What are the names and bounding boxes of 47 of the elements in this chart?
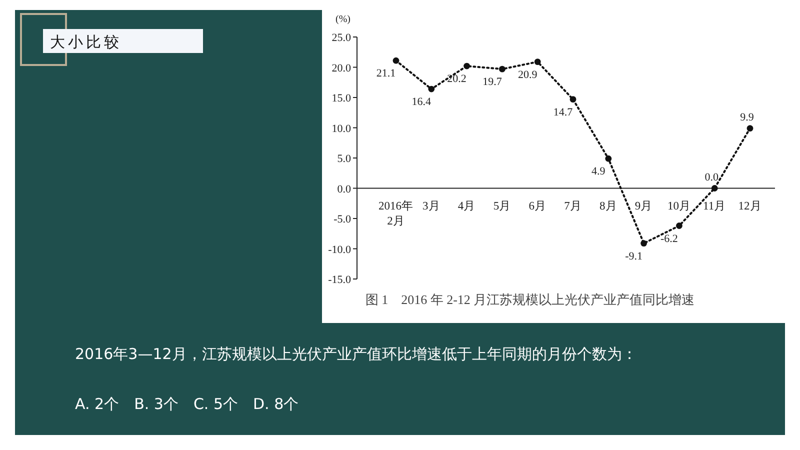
x-tick-label: 7月 xyxy=(564,199,582,212)
point xyxy=(428,86,435,92)
point xyxy=(464,62,470,70)
point xyxy=(711,185,718,192)
point xyxy=(746,125,754,132)
y-tick-label: 10.0 xyxy=(332,122,352,135)
data-label: 21.1 xyxy=(376,68,396,80)
x-tick-label: 8月 xyxy=(600,199,618,212)
data-label: 20.9 xyxy=(518,68,538,81)
x-tick-label: 6月 xyxy=(528,199,546,212)
text: A. 2个 B. 3个 C. 5个 D. 8个 xyxy=(75,395,299,413)
x-tick-label: 12月 xyxy=(738,199,762,212)
data-label: -6.2 xyxy=(660,232,678,245)
x-tick-label: 2016年 2月 xyxy=(378,199,414,228)
point xyxy=(570,96,576,103)
x-tick-label: 11月 xyxy=(703,199,726,212)
data-label: 14.7 xyxy=(553,106,574,118)
point xyxy=(499,66,506,72)
x-tick-label: 10月 xyxy=(667,199,691,212)
data-label: 19.7 xyxy=(482,76,502,88)
point xyxy=(640,240,647,247)
point xyxy=(676,222,682,229)
data-label: 20.2 xyxy=(447,73,466,86)
y-axis-title: (%) xyxy=(336,14,350,25)
y-tick-label: 20.0 xyxy=(332,62,352,74)
data-label: 4.9 xyxy=(592,166,606,178)
data-label: 16.4 xyxy=(412,96,432,108)
y-tick-label: -5.0 xyxy=(334,214,352,226)
x-tick-label: 5月 xyxy=(493,199,512,212)
y-tick-label: 25.0 xyxy=(332,32,352,44)
y-tick-label: -15.0 xyxy=(328,274,352,286)
y-tick-label: 15.0 xyxy=(332,92,352,104)
x-tick-label: 4月 xyxy=(458,199,476,212)
text: 大小比较 xyxy=(50,33,122,51)
text: 2016年3—12月，江苏规模以上光伏产业产值环比增速低于上年同期的月份个数为： xyxy=(75,345,637,363)
data-label: 9.9 xyxy=(740,111,754,124)
point xyxy=(392,57,400,64)
x-tick-label: 3月 xyxy=(422,199,440,212)
data-label: -9.1 xyxy=(625,250,643,262)
y-tick-label: 0.0 xyxy=(337,183,352,196)
point xyxy=(534,58,541,66)
y-tick-label: 5.0 xyxy=(337,153,352,165)
data-label: 0.0 xyxy=(704,171,719,184)
text: 图 1 2016 年 2-12 月江苏规模以上光伏产业产值同比增速 xyxy=(365,292,695,307)
x-tick-label: 9月 xyxy=(634,199,653,212)
y-tick-label: -10.0 xyxy=(328,244,352,256)
point xyxy=(605,155,612,162)
